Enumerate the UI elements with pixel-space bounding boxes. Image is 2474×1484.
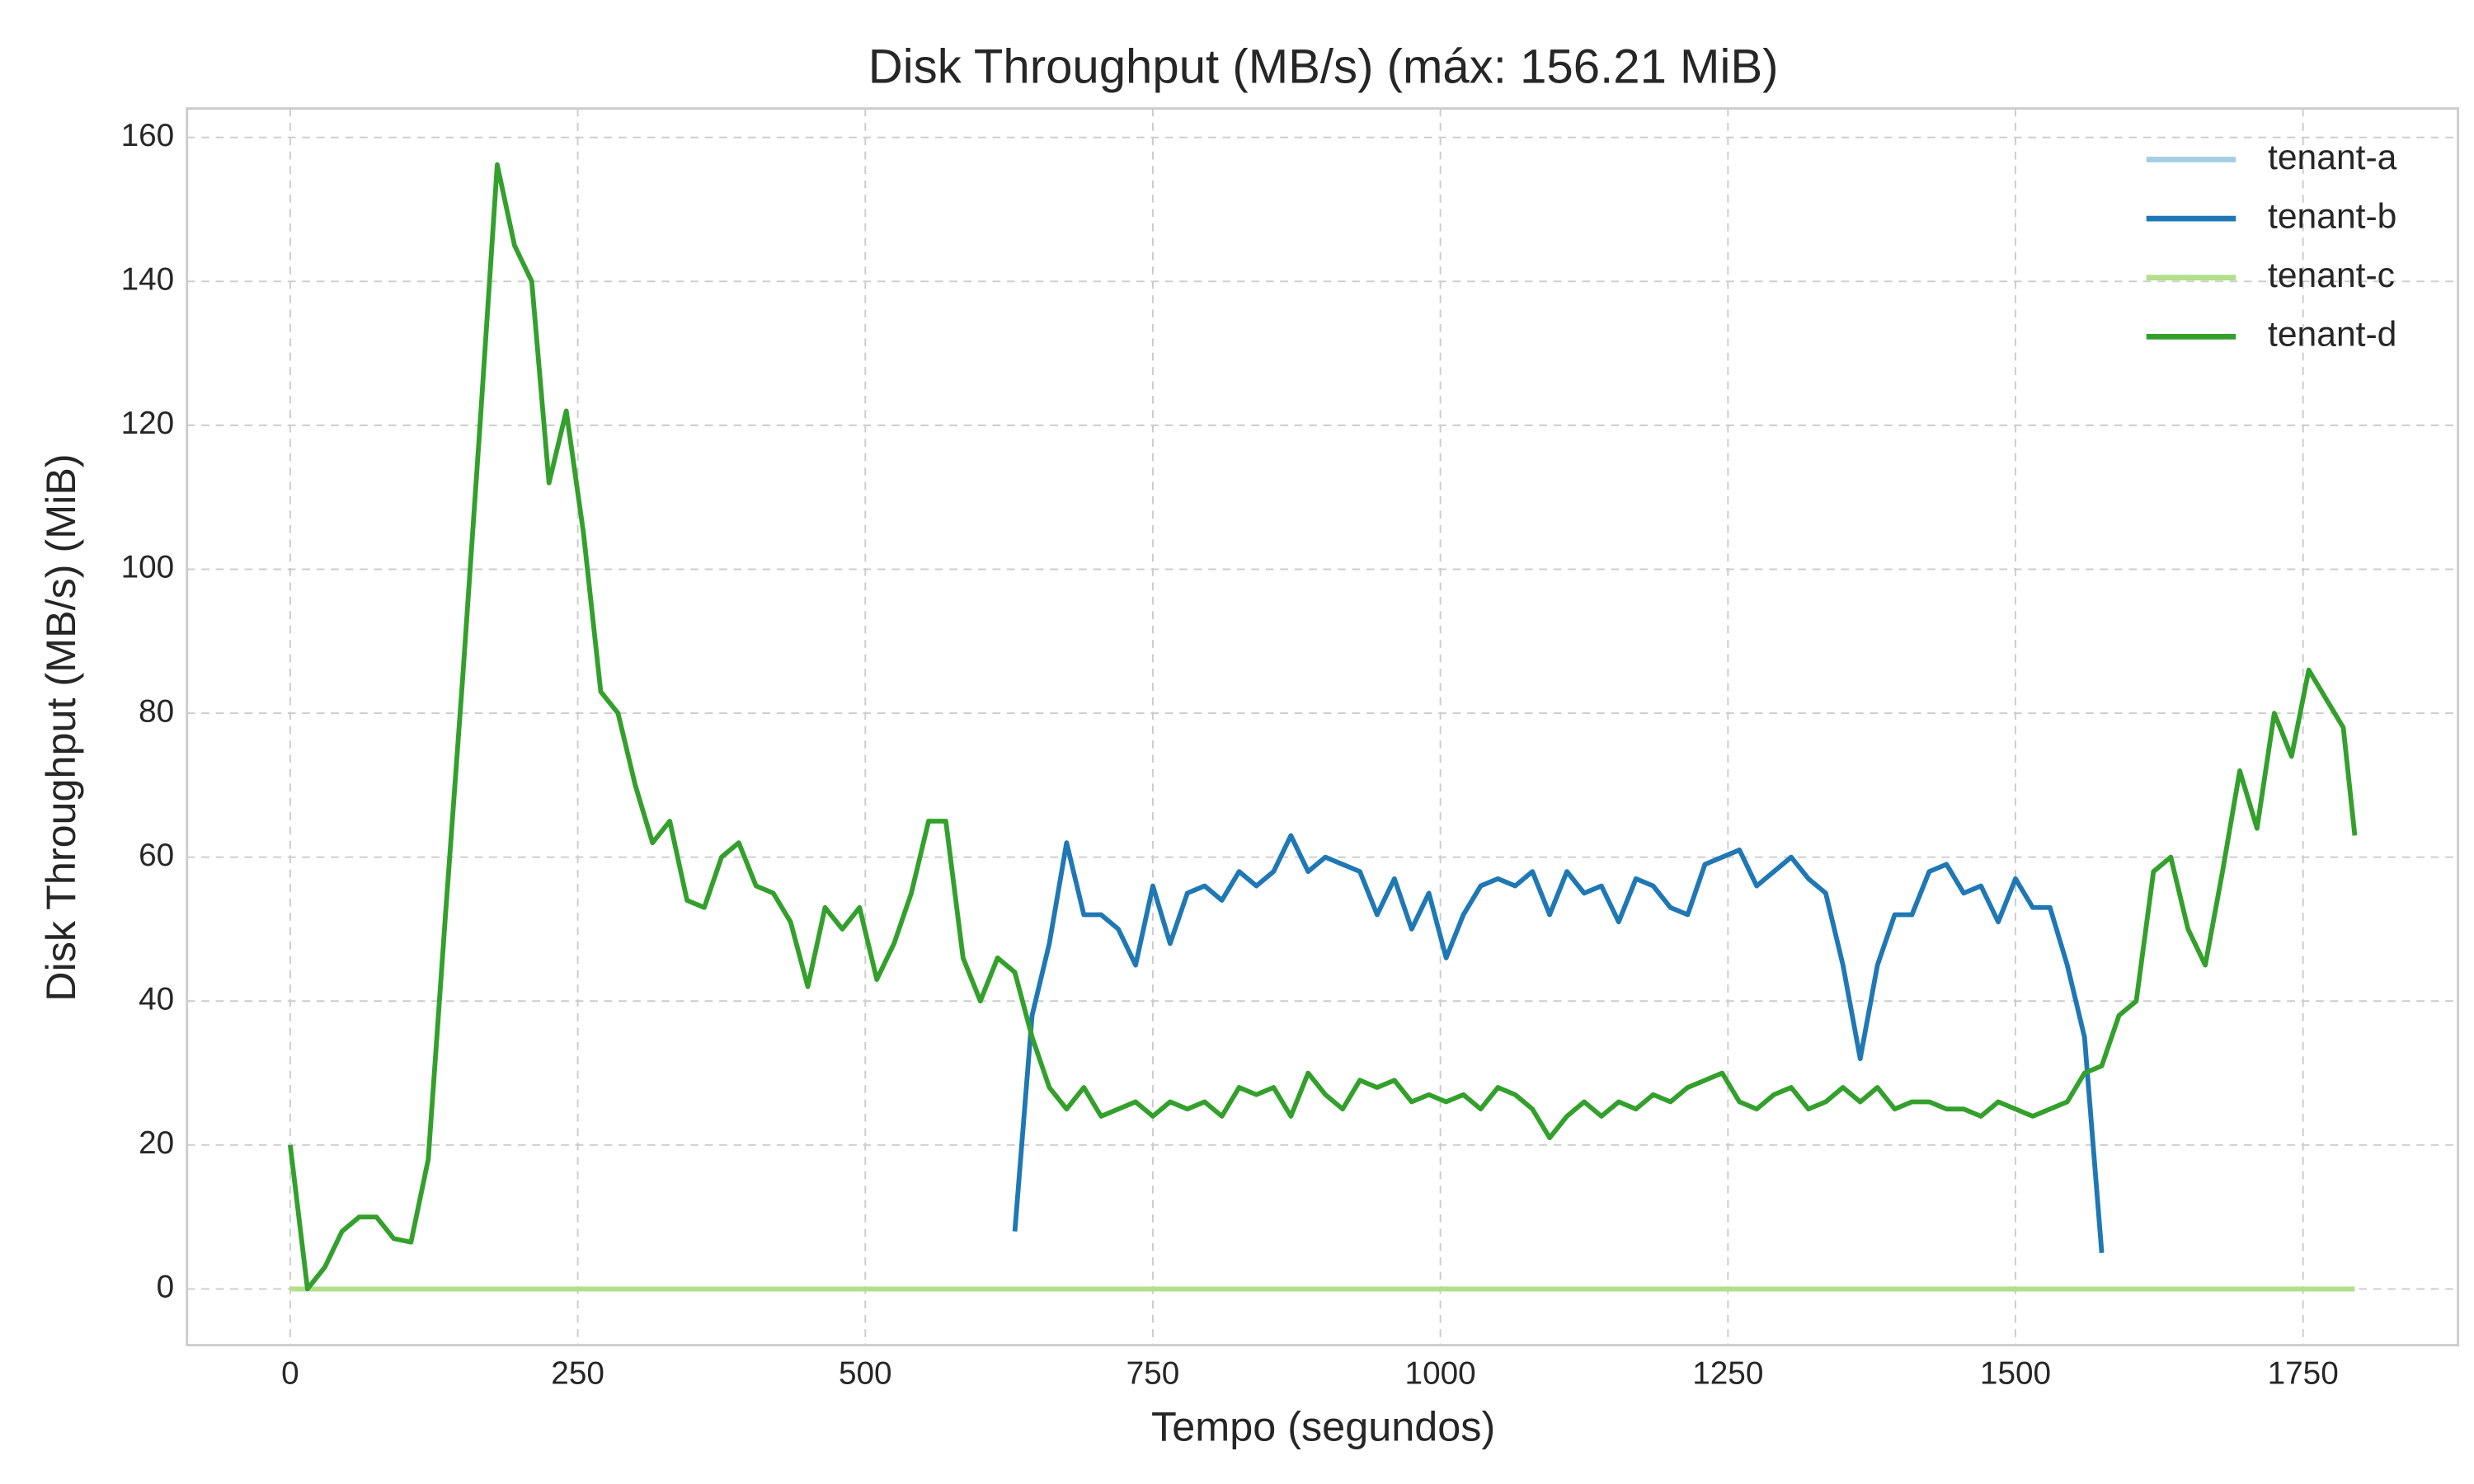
series-line xyxy=(1012,833,2105,1254)
y-tick-label: 0 xyxy=(157,1270,175,1305)
legend-label: tenant-c xyxy=(2268,256,2395,295)
x-axis-label: Tempo (segundos) xyxy=(1151,1403,1495,1450)
y-axis-label: Disk Throughput (MB/s) (MiB) xyxy=(37,453,84,1001)
x-tick-label: 250 xyxy=(551,1356,604,1392)
y-tick-label: 60 xyxy=(139,838,174,873)
y-tick-label: 80 xyxy=(139,693,174,729)
legend-label: tenant-b xyxy=(2268,196,2396,236)
legend: tenant-a tenant-b tenant-c tenant-d xyxy=(2146,138,2397,355)
x-tick-label: 750 xyxy=(1126,1356,1180,1392)
y-tick-label: 120 xyxy=(121,406,175,441)
y-tick-label: 100 xyxy=(121,550,175,585)
y-tick-label: 140 xyxy=(121,262,175,298)
x-tick-label: 1500 xyxy=(1980,1356,2051,1392)
chart-title: Disk Throughput (MB/s) (máx: 156.21 MiB) xyxy=(868,40,1779,94)
legend-label: tenant-a xyxy=(2268,138,2397,177)
y-tick-label: 40 xyxy=(139,982,174,1017)
legend-label: tenant-d xyxy=(2268,315,2396,355)
grid xyxy=(186,108,2458,1345)
x-tick-label: 1250 xyxy=(1692,1356,1763,1392)
x-tick-label: 1750 xyxy=(2268,1356,2339,1392)
y-tick-label: 20 xyxy=(139,1125,174,1161)
plot-frame xyxy=(186,107,2460,1347)
x-tick-label: 500 xyxy=(839,1356,892,1392)
x-tick-label: 1000 xyxy=(1405,1356,1476,1392)
lines xyxy=(288,162,2358,1292)
series-line xyxy=(288,162,2358,1292)
x-tick-label: 0 xyxy=(281,1356,299,1392)
y-tick-label: 160 xyxy=(121,118,175,153)
